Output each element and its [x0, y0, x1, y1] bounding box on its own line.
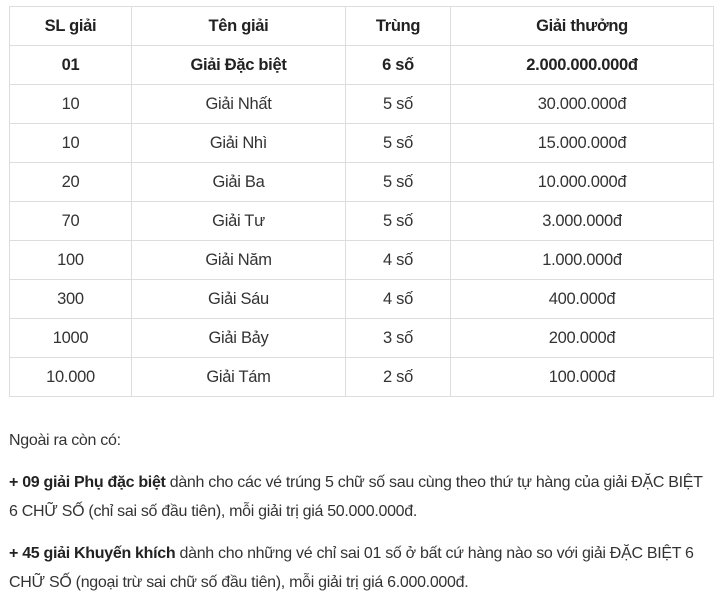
- cell-prize-name: Giải Tư: [131, 201, 346, 241]
- cell-quantity: 10: [9, 123, 132, 163]
- cell-match: 6 số: [345, 45, 451, 85]
- cell-prize-name: Giải Tám: [131, 357, 346, 397]
- cell-prize-name: Giải Nhất: [131, 84, 346, 124]
- notes-section: Ngoài ra còn có: + 09 giải Phụ đặc biệt …: [9, 426, 714, 610]
- cell-prize-name: Giải Bảy: [131, 318, 346, 358]
- cell-match: 5 số: [345, 162, 451, 202]
- cell-quantity: 100: [9, 240, 132, 280]
- header-prize-name: Tên giải: [131, 6, 346, 46]
- cell-prize-name: Giải Nhì: [131, 123, 346, 163]
- cell-match: 5 số: [345, 84, 451, 124]
- cell-prize-value: 15.000.000đ: [450, 123, 714, 163]
- cell-prize-value: 200.000đ: [450, 318, 714, 358]
- notes-intro: Ngoài ra còn có:: [9, 432, 121, 449]
- table-row: 1000 Giải Bảy 3 số 200.000đ: [9, 318, 714, 358]
- cell-prize-value: 10.000.000đ: [450, 162, 714, 202]
- note-item-text: dành cho các vé trúng 5 chữ số sau cùng …: [9, 474, 703, 520]
- note-item-bold: + 09 giải Phụ đặc biệt: [9, 474, 166, 491]
- note-item-text: dành cho những vé chỉ sai 01 số ở bất cứ…: [9, 545, 694, 591]
- header-prize-value: Giải thưởng: [450, 6, 714, 46]
- table-row: 300 Giải Sáu 4 số 400.000đ: [9, 279, 714, 319]
- cell-match: 5 số: [345, 123, 451, 163]
- table-row: 10 Giải Nhì 5 số 15.000.000đ: [9, 123, 714, 163]
- table-header-row: SL giải Tên giải Trùng Giải thưởng: [9, 6, 714, 46]
- cell-prize-value: 2.000.000.000đ: [450, 45, 714, 85]
- table-row: 01 Giải Đặc biệt 6 số 2.000.000.000đ: [9, 45, 714, 85]
- cell-quantity: 10.000: [9, 357, 132, 397]
- cell-prize-name: Giải Đặc biệt: [131, 45, 346, 85]
- header-match: Trùng: [345, 6, 451, 46]
- cell-match: 4 số: [345, 279, 451, 319]
- prize-table: SL giải Tên giải Trùng Giải thưởng 01 Giả…: [9, 6, 714, 397]
- note-item: + 09 giải Phụ đặc biệt dành cho các vé t…: [9, 468, 714, 526]
- cell-match: 2 số: [345, 357, 451, 397]
- cell-prize-value: 30.000.000đ: [450, 84, 714, 124]
- note-item: + 45 giải Khuyến khích dành cho những vé…: [9, 539, 714, 597]
- cell-prize-value: 100.000đ: [450, 357, 714, 397]
- cell-quantity: 300: [9, 279, 132, 319]
- cell-quantity: 70: [9, 201, 132, 241]
- cell-quantity: 01: [9, 45, 132, 85]
- cell-prize-value: 400.000đ: [450, 279, 714, 319]
- cell-prize-name: Giải Sáu: [131, 279, 346, 319]
- cell-prize-value: 3.000.000đ: [450, 201, 714, 241]
- cell-match: 3 số: [345, 318, 451, 358]
- table-row: 70 Giải Tư 5 số 3.000.000đ: [9, 201, 714, 241]
- cell-quantity: 20: [9, 162, 132, 202]
- cell-prize-name: Giải Ba: [131, 162, 346, 202]
- cell-match: 4 số: [345, 240, 451, 280]
- cell-prize-value: 1.000.000đ: [450, 240, 714, 280]
- note-item-bold: + 45 giải Khuyến khích: [9, 545, 176, 562]
- header-quantity: SL giải: [9, 6, 132, 46]
- cell-quantity: 1000: [9, 318, 132, 358]
- table-row: 10 Giải Nhất 5 số 30.000.000đ: [9, 84, 714, 124]
- cell-quantity: 10: [9, 84, 132, 124]
- table-row: 100 Giải Năm 4 số 1.000.000đ: [9, 240, 714, 280]
- cell-prize-name: Giải Năm: [131, 240, 346, 280]
- table-row: 20 Giải Ba 5 số 10.000.000đ: [9, 162, 714, 202]
- cell-match: 5 số: [345, 201, 451, 241]
- table-row: 10.000 Giải Tám 2 số 100.000đ: [9, 357, 714, 397]
